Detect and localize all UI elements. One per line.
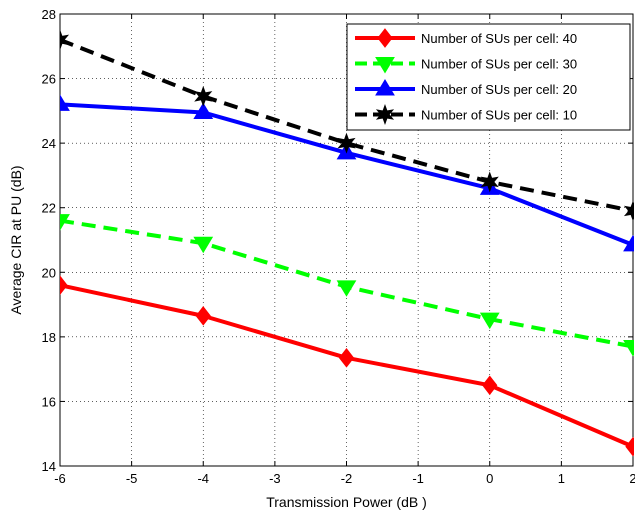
marker-hexagram [480,171,499,193]
marker-hexagram [194,85,213,107]
y-tick-label: 20 [42,265,56,280]
y-tick-label: 18 [42,330,56,345]
marker-triangle-up [60,94,70,111]
marker-triangle-down [336,280,357,297]
x-tick-label: -3 [269,471,281,486]
marker-hexagram [60,29,70,51]
x-tick-label: -1 [412,471,424,486]
marker-triangle-down [479,312,500,330]
marker-triangle-down [623,340,634,357]
marker-diamond [625,436,634,457]
x-tick-label: -2 [341,471,353,486]
y-axis-label: Average CIR at PU (dB) [8,165,24,314]
marker-diamond [60,275,68,296]
series-0 [60,275,634,457]
marker-triangle-down [60,214,70,231]
y-tick-label: 14 [42,459,56,474]
legend-label: Number of SUs per cell: 10 [421,108,577,123]
marker-triangle-down [193,236,214,254]
legend-label: Number of SUs per cell: 40 [421,31,577,46]
marker-diamond [377,28,393,48]
marker-triangle-up [193,102,214,119]
series-group [60,29,634,457]
series-1 [60,214,634,357]
x-tick-label: -6 [54,471,66,486]
x-tick-label: -4 [197,471,209,486]
marker-diamond [195,306,211,326]
legend: Number of SUs per cell: 40 Number of SUs … [346,23,631,131]
marker-hexagram [375,104,395,125]
x-tick-label: -5 [126,471,138,486]
marker-triangle-up [375,79,395,96]
marker-hexagram [337,132,356,154]
y-tick-label: 26 [42,72,56,87]
x-tick-label: 1 [558,471,565,486]
y-tick-label: 24 [42,136,56,151]
x-tick-label: 2 [629,471,635,486]
legend-label: Number of SUs per cell: 20 [421,82,577,97]
x-tick-label: 0 [486,471,493,486]
y-tick-label: 22 [42,201,56,216]
marker-triangle-down [375,57,395,74]
x-axis-label: Transmission Power (dB ) [266,494,427,510]
legend-box [346,23,631,131]
series-3 [60,29,634,222]
y-tick-label: 16 [42,394,56,409]
marker-diamond [482,375,498,396]
y-tick-label: 28 [42,7,56,22]
marker-diamond [338,348,355,368]
legend-label: Number of SUs per cell: 30 [421,57,577,72]
marker-hexagram [623,200,634,222]
marker-triangle-up [623,234,634,252]
